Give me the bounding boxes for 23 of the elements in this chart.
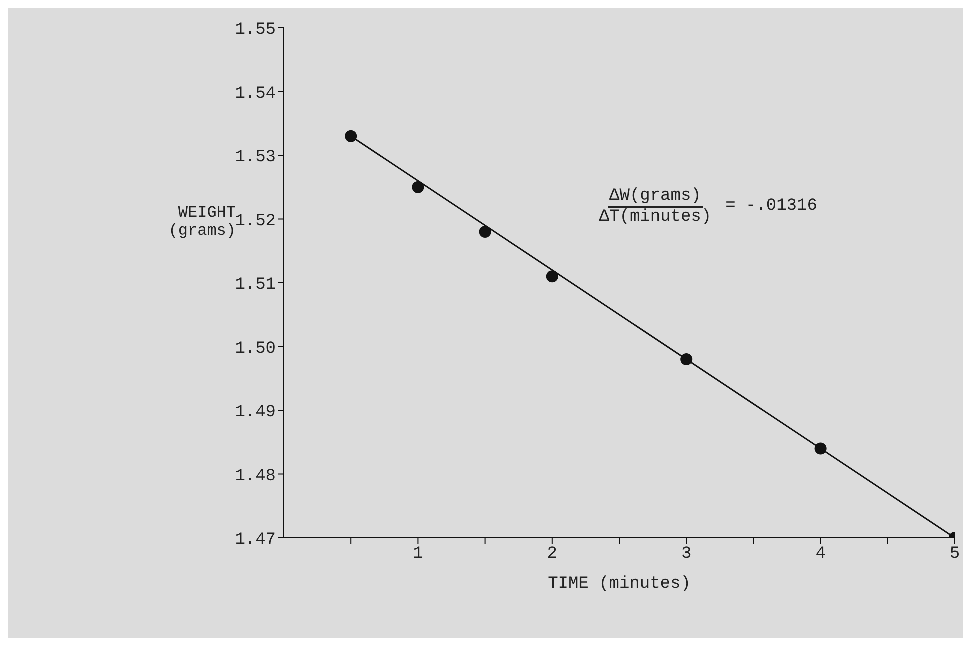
annotation: = -.01316 xyxy=(726,197,818,216)
y-tick-label: 1.53 xyxy=(235,148,276,168)
point xyxy=(412,181,424,194)
annotation: ΔT(minutes) xyxy=(599,208,712,226)
point xyxy=(546,270,558,283)
y-tick-label: 1.54 xyxy=(235,84,276,104)
point xyxy=(345,130,358,142)
y-tick-label: 1.51 xyxy=(235,276,276,296)
y-tick-label: 1.55 xyxy=(235,21,276,40)
y-axis-title: WEIGHT (grams) xyxy=(168,204,236,240)
x-tick-label: 1 xyxy=(413,545,424,564)
point xyxy=(479,226,492,238)
y-tick-label: 1.47 xyxy=(235,531,276,550)
x-axis-title: TIME (minutes) xyxy=(548,575,691,594)
y-tick-label: 1.52 xyxy=(235,212,276,232)
x-tick-label: 4 xyxy=(816,545,826,564)
y-tick-label: 1.48 xyxy=(235,467,276,486)
x-tick-label: 3 xyxy=(682,545,692,564)
y-tick-label: 1.50 xyxy=(235,340,276,359)
y-tick-label: 1.49 xyxy=(235,404,276,423)
annotation: ΔW(grams) xyxy=(608,186,704,208)
x-tick-label: 5 xyxy=(950,545,960,564)
x-tick-label: 2 xyxy=(547,545,558,564)
